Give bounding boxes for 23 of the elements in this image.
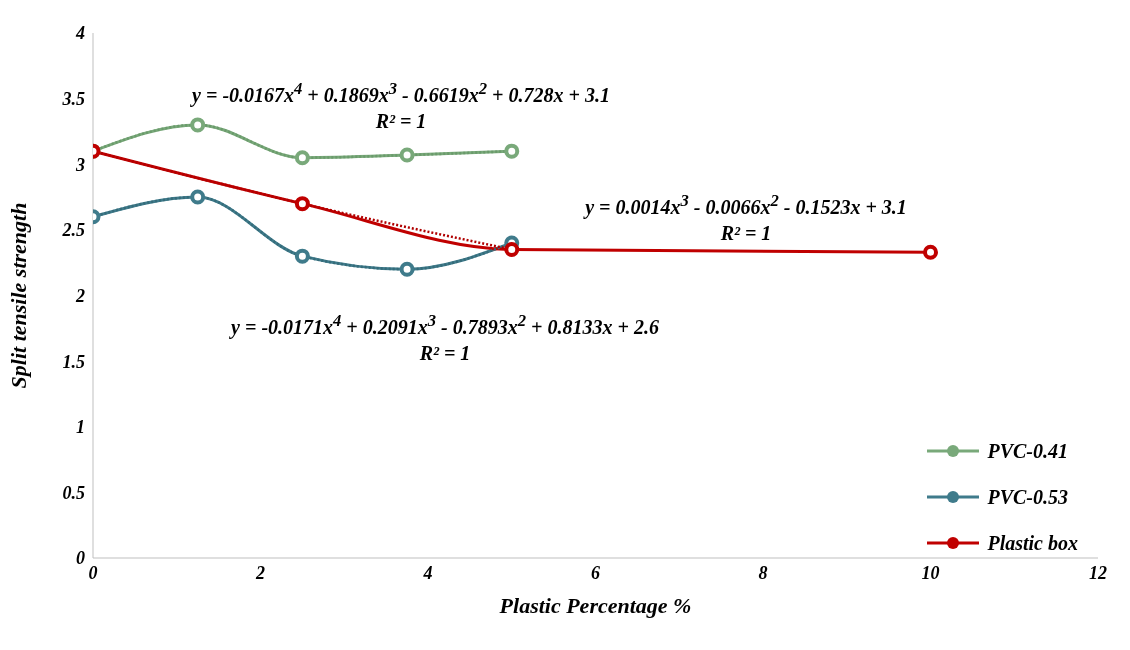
x-tick-label: 2 — [255, 562, 265, 583]
text: y = -0.0171x$^{4}$ + 0.2091x$^{3}$ - 0.7893x$^{2}$ + 0.8133x + 2.6 R² = 1 — [231, 311, 659, 364]
legend-label: PVC-0.41 — [987, 439, 1069, 463]
x-tick-label: 6 — [591, 562, 600, 583]
x-axis-title: Plastic Percentage % — [498, 593, 692, 618]
y-tick-label: 0 — [76, 548, 85, 569]
x-tick-label: 4 — [422, 562, 433, 583]
y-tick-label: 0.5 — [62, 482, 85, 503]
y-tick-label: 1 — [76, 417, 85, 438]
y-tick-label: 2 — [75, 285, 85, 306]
legend-label: PVC-0.53 — [987, 485, 1069, 509]
x-tick-label: 8 — [758, 562, 768, 583]
text: y = -0.0167x$^{4}$ + 0.1869x$^{3}$ - 0.6619x$^{2}$ + 0.728x + 3.1 R² = 1 — [192, 79, 610, 132]
y-axis-title: Split tensile strength — [5, 202, 31, 389]
x-tick-label: 10 — [921, 562, 940, 583]
x-tick-label: 12 — [1089, 562, 1107, 583]
y-tick-label: 3.5 — [61, 89, 85, 110]
y-tick-label: 4 — [75, 23, 85, 44]
y-tick-label: 1.5 — [62, 351, 85, 372]
annotation: y = 0.0014x$^{3}$ - 0.0066x$^{2}$ - 0.1523x + 3.1 R² = 1 — [585, 190, 907, 246]
y-tick-label: 3 — [75, 154, 85, 175]
legend-label: Plastic box — [987, 531, 1078, 555]
y-tick-label: 2.5 — [61, 220, 85, 241]
